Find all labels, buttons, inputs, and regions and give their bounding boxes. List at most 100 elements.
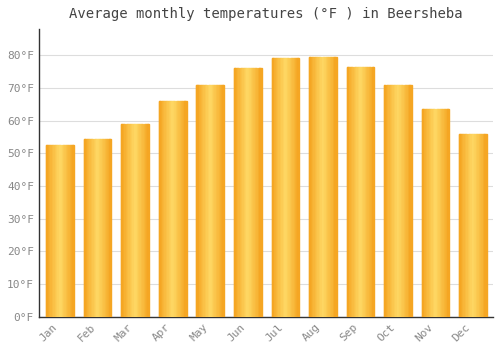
- Bar: [476, 134, 477, 317]
- Bar: [62, 145, 63, 317]
- Bar: [284, 58, 286, 317]
- Bar: [384, 85, 386, 317]
- Bar: [159, 101, 160, 317]
- Bar: [484, 134, 486, 317]
- Bar: [196, 85, 198, 317]
- Bar: [54, 145, 56, 317]
- Bar: [256, 68, 258, 317]
- Bar: [478, 134, 480, 317]
- Bar: [162, 101, 163, 317]
- Bar: [182, 101, 184, 317]
- Bar: [176, 101, 177, 317]
- Bar: [234, 68, 235, 317]
- Bar: [404, 85, 405, 317]
- Bar: [465, 134, 466, 317]
- Bar: [198, 85, 199, 317]
- Bar: [295, 58, 296, 317]
- Bar: [272, 58, 273, 317]
- Bar: [462, 134, 464, 317]
- Bar: [448, 109, 450, 317]
- Bar: [364, 66, 366, 317]
- Bar: [252, 68, 254, 317]
- Bar: [213, 85, 214, 317]
- Bar: [426, 109, 427, 317]
- Bar: [142, 124, 144, 317]
- Bar: [146, 124, 148, 317]
- Bar: [362, 66, 363, 317]
- Bar: [196, 85, 198, 317]
- Bar: [320, 57, 322, 317]
- Bar: [354, 66, 355, 317]
- Bar: [360, 66, 362, 317]
- Bar: [241, 68, 242, 317]
- Bar: [398, 85, 400, 317]
- Bar: [200, 85, 202, 317]
- Bar: [110, 139, 112, 317]
- Bar: [406, 85, 408, 317]
- Bar: [66, 145, 67, 317]
- Bar: [159, 101, 160, 317]
- Bar: [260, 68, 262, 317]
- Bar: [177, 101, 178, 317]
- Bar: [132, 124, 134, 317]
- Bar: [423, 109, 424, 317]
- Bar: [373, 66, 374, 317]
- Bar: [259, 68, 260, 317]
- Bar: [248, 68, 249, 317]
- Bar: [88, 139, 90, 317]
- Bar: [250, 68, 252, 317]
- Bar: [348, 66, 350, 317]
- Bar: [234, 68, 235, 317]
- Bar: [242, 68, 244, 317]
- Bar: [486, 134, 487, 317]
- Bar: [181, 101, 182, 317]
- Bar: [396, 85, 398, 317]
- Bar: [84, 139, 85, 317]
- Bar: [287, 58, 288, 317]
- Bar: [351, 66, 352, 317]
- Bar: [135, 124, 136, 317]
- Bar: [145, 124, 146, 317]
- Bar: [146, 124, 148, 317]
- Bar: [297, 58, 298, 317]
- Bar: [127, 124, 128, 317]
- Bar: [474, 134, 476, 317]
- Bar: [444, 109, 445, 317]
- Bar: [240, 68, 241, 317]
- Bar: [178, 101, 180, 317]
- Bar: [359, 66, 360, 317]
- Bar: [180, 101, 181, 317]
- Bar: [369, 66, 370, 317]
- Bar: [394, 85, 395, 317]
- Bar: [210, 85, 212, 317]
- Bar: [167, 101, 168, 317]
- Bar: [67, 145, 68, 317]
- Bar: [326, 57, 327, 317]
- Bar: [422, 109, 423, 317]
- Bar: [460, 134, 462, 317]
- Bar: [468, 134, 469, 317]
- Bar: [370, 66, 372, 317]
- Bar: [472, 134, 473, 317]
- Bar: [220, 85, 222, 317]
- Bar: [92, 139, 94, 317]
- Title: Average monthly temperatures (°F ) in Beersheba: Average monthly temperatures (°F ) in Be…: [69, 7, 462, 21]
- Bar: [334, 57, 336, 317]
- Bar: [222, 85, 223, 317]
- Bar: [324, 57, 326, 317]
- Bar: [447, 109, 448, 317]
- Bar: [314, 57, 316, 317]
- Bar: [402, 85, 404, 317]
- Bar: [206, 85, 208, 317]
- Bar: [437, 109, 438, 317]
- Bar: [184, 101, 185, 317]
- Bar: [358, 66, 359, 317]
- Bar: [238, 68, 240, 317]
- Bar: [144, 124, 145, 317]
- Bar: [436, 109, 437, 317]
- Bar: [48, 145, 49, 317]
- Bar: [323, 57, 324, 317]
- Bar: [276, 58, 277, 317]
- Bar: [53, 145, 54, 317]
- Bar: [56, 145, 58, 317]
